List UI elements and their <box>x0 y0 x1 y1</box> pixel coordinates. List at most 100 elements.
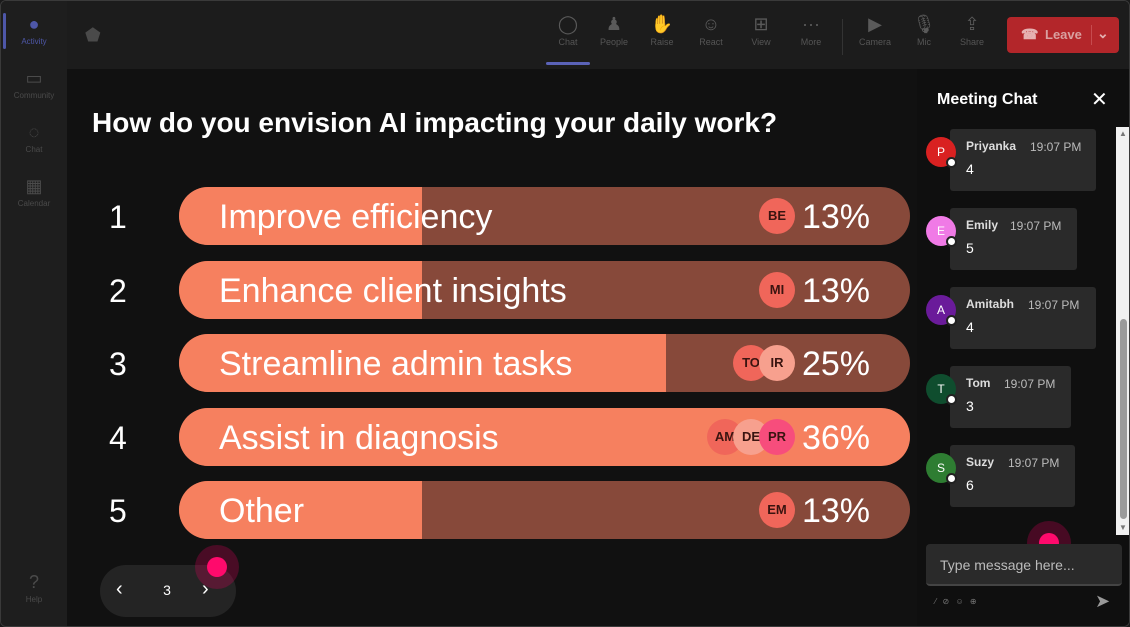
avatar-initial: A <box>936 303 945 317</box>
message-time: 19:07 PM <box>1004 377 1056 391</box>
rail-item-calendar[interactable]: ▦ Calendar <box>1 167 67 219</box>
meeting-chat-panel: Meeting Chat ✕ Priyanka 19:07 PM 4 P Emily 19… <box>917 69 1129 626</box>
poll-option-label: Streamline admin tasks <box>219 345 573 383</box>
chat-icon: ◯ <box>557 14 579 34</box>
toolbar-people-button[interactable]: ♟ People <box>590 11 638 61</box>
message-text: 3 <box>966 398 974 414</box>
message-text: 6 <box>966 477 974 493</box>
help-icon: ? <box>28 572 39 592</box>
sender-name: Emily <box>966 218 999 232</box>
sender-name: Suzy <box>966 455 995 469</box>
raise-hand-icon: ✋ <box>650 14 674 34</box>
status-indicator <box>946 394 957 405</box>
format-tools-icon[interactable]: ⁄ ⊘ ☺ ⊕ <box>935 597 979 606</box>
phone-hangup-icon: ☎ <box>1021 26 1039 42</box>
scrollbar-thumb[interactable] <box>1120 319 1127 519</box>
poll-option-bar[interactable]: Other 13% EM <box>179 481 910 539</box>
share-icon: ⇪ <box>964 14 980 34</box>
scroll-up-icon[interactable]: ▲ <box>1119 129 1127 138</box>
poll-question: How do you envision AI impacting your da… <box>92 107 778 138</box>
toolbar-button-label: Raise <box>650 37 674 47</box>
message-bubble[interactable]: Emily 19:07 PM 5 <box>950 208 1077 270</box>
rail-item-label: Activity <box>21 37 47 46</box>
sender-name: Amitabh <box>966 297 1014 311</box>
poll-option-percent: 36% <box>801 418 870 457</box>
poll-option-label: Assist in diagnosis <box>219 418 499 457</box>
rail-item-community[interactable]: ▭ Community <box>1 59 67 111</box>
chevron-right-icon[interactable]: › <box>202 578 209 600</box>
poll-option-bar[interactable]: Enhance client insights 13% MI <box>179 260 910 319</box>
send-icon[interactable]: ➤ <box>1095 591 1111 611</box>
app-rail: ● Activity ▭ Community ◌ Chat ▦ Calendar… <box>1 1 67 626</box>
message-bubble[interactable]: Amitabh 19:07 PM 4 <box>950 287 1096 349</box>
avatar: P <box>926 137 957 168</box>
toolbar-button-label: Camera <box>858 37 891 47</box>
leave-button[interactable]: ☎ Leave ⌄ <box>1007 17 1119 53</box>
voter-avatar: BE <box>759 198 795 234</box>
status-indicator <box>946 473 957 484</box>
toolbar-chat-button[interactable]: ◯ Chat <box>544 11 592 65</box>
rail-item-activity[interactable]: ● Activity <box>1 5 67 57</box>
chat-header: Meeting Chat ✕ <box>917 69 1129 127</box>
more-icon: ··· <box>802 14 820 34</box>
chat-message: Priyanka 19:07 PM 4 P <box>917 129 1117 193</box>
toolbar-more-button[interactable]: ··· More <box>787 11 835 61</box>
message-bubble[interactable]: Tom 19:07 PM 3 <box>950 366 1071 428</box>
poll-option-bar[interactable]: Assist in diagnosis 36% AM DE PR <box>179 407 910 466</box>
sender-name: Tom <box>966 376 991 390</box>
message-text: 4 <box>966 319 974 335</box>
poll-option-percent: 13% <box>801 271 870 310</box>
poll-option-row: 4 Assist in diagnosis 36% AM DE PR <box>67 407 917 466</box>
chat-title: Meeting Chat <box>937 91 1038 108</box>
poll-option-bar[interactable]: Improve efficiency 13% BE <box>179 187 910 245</box>
camera-icon: ▶ <box>868 14 882 34</box>
chevron-left-icon[interactable]: ‹ <box>116 578 123 600</box>
rail-item-chat[interactable]: ◌ Chat <box>1 113 67 165</box>
community-icon: ▭ <box>25 68 43 88</box>
poll-option-number: 2 <box>109 272 127 309</box>
message-time: 19:07 PM <box>1008 456 1060 470</box>
rail-item-label: Calendar <box>17 199 51 208</box>
message-time: 19:07 PM <box>1030 140 1082 154</box>
message-bubble[interactable]: Priyanka 19:07 PM 4 <box>950 129 1096 191</box>
rail-item-label: Community <box>13 91 55 100</box>
message-time: 19:07 PM <box>1028 298 1080 312</box>
message-input[interactable] <box>940 555 1112 575</box>
close-icon[interactable]: ✕ <box>1091 89 1108 111</box>
leave-label: Leave <box>1045 27 1082 42</box>
poll-option-percent: 25% <box>801 345 870 383</box>
toolbar-mic-button[interactable]: 🎙 Mic <box>900 11 948 61</box>
toolbar-react-button[interactable]: ☺ React <box>687 11 735 61</box>
toolbar-button-label: More <box>800 37 822 47</box>
page-number: 3 <box>163 582 171 598</box>
toolbar-view-button[interactable]: ⊞ View <box>737 11 785 61</box>
poll-option-fill <box>179 187 422 245</box>
toolbar-button-label: Mic <box>917 37 931 47</box>
rail-item-help[interactable]: ? Help <box>1 563 67 615</box>
scroll-down-icon[interactable]: ▼ <box>1119 523 1127 532</box>
toolbar-button-label: Share <box>959 37 985 47</box>
poll-option-row: 1 Improve efficiency 13% BE <box>67 187 917 245</box>
message-bubble[interactable]: Suzy 19:07 PM 6 <box>950 445 1075 507</box>
poll-option-fill <box>179 481 422 539</box>
status-indicator <box>946 236 957 247</box>
poll-option-label: Enhance client insights <box>219 271 567 310</box>
chat-scrollbar[interactable]: ▲ ▼ <box>1116 127 1129 535</box>
toolbar-button-label: React <box>699 37 723 47</box>
status-indicator <box>946 315 957 326</box>
poll-option-percent: 13% <box>801 492 870 530</box>
toolbar-camera-button[interactable]: ▶ Camera <box>851 11 899 61</box>
chat-compose-box[interactable] <box>926 544 1122 586</box>
chevron-down-icon[interactable]: ⌄ <box>1097 25 1109 41</box>
sender-name: Priyanka <box>966 139 1017 153</box>
avatar-initial: E <box>936 224 945 238</box>
toolbar-share-button[interactable]: ⇪ Share <box>948 11 996 61</box>
pointer-highlight <box>195 545 239 589</box>
status-indicator <box>946 157 957 168</box>
toolbar-raise-button[interactable]: ✋ Raise <box>638 11 686 61</box>
poll-option-fill <box>179 260 422 319</box>
mic-icon: 🎙 <box>912 14 936 34</box>
chat-icon: ◌ <box>28 122 40 142</box>
poll-option-number: 5 <box>109 493 127 529</box>
poll-option-bar[interactable]: Streamline admin tasks 25% TO IR <box>179 334 910 392</box>
